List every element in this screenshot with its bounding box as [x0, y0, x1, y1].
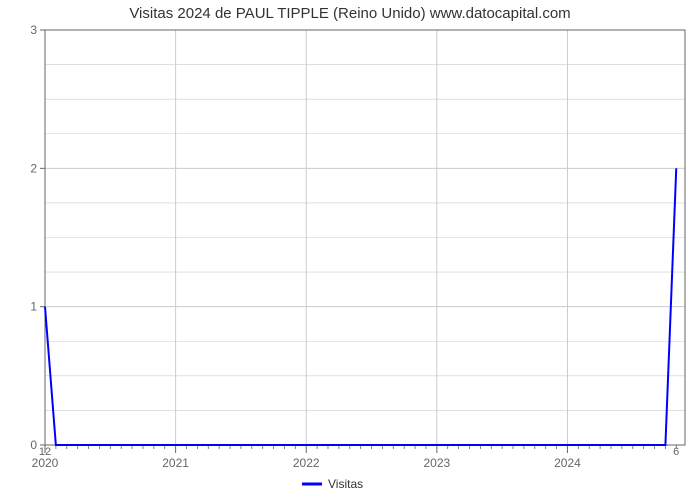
chart-bg [0, 0, 700, 500]
y-tick-label: 2 [30, 161, 37, 175]
point-label: 12 [39, 446, 51, 458]
chart-container: Visitas 2024 de PAUL TIPPLE (Reino Unido… [0, 0, 700, 500]
x-tick-label: 2020 [32, 456, 59, 470]
y-tick-label: 0 [30, 438, 37, 452]
chart-title: Visitas 2024 de PAUL TIPPLE (Reino Unido… [129, 5, 570, 22]
x-tick-label: 2022 [293, 456, 320, 470]
x-tick-label: 2023 [423, 456, 450, 470]
point-label: 6 [673, 446, 679, 458]
y-tick-label: 1 [30, 300, 37, 314]
chart-svg: Visitas 2024 de PAUL TIPPLE (Reino Unido… [0, 0, 700, 500]
y-tick-label: 3 [30, 23, 37, 37]
x-tick-label: 2021 [162, 456, 189, 470]
x-tick-label: 2024 [554, 456, 581, 470]
legend-label: Visitas [328, 477, 363, 491]
